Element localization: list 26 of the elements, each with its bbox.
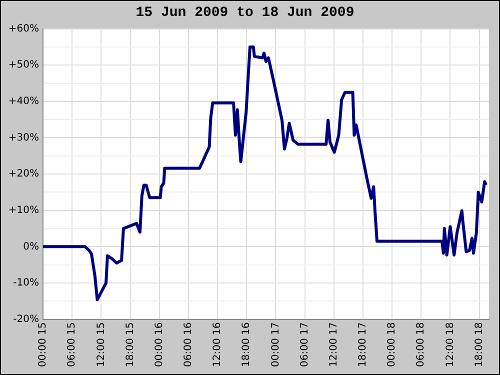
x-tick-label: 06:00 17 <box>299 322 310 368</box>
x-tick-label: 00:00 18 <box>386 322 398 368</box>
x-tick-label: 12:00 15 <box>96 322 107 368</box>
y-tick-label: +30% <box>8 132 39 144</box>
x-tick-label: 12:00 18 <box>444 322 456 368</box>
y-tick-label: +20% <box>8 168 39 180</box>
x-tick-label: 12:00 16 <box>212 322 224 368</box>
y-tick-label: +60% <box>8 23 39 34</box>
x-tick-label: 00:00 17 <box>270 322 282 368</box>
y-tick-label: +50% <box>8 60 39 71</box>
y-tick-label: 0% <box>23 241 39 252</box>
y-tick-label: -10% <box>13 278 39 289</box>
x-tick-label: 00:00 15 <box>38 322 49 368</box>
chart-title: 15 Jun 2009 to 18 Jun 2009 <box>136 4 354 21</box>
x-tick-label: 06:00 16 <box>183 322 194 368</box>
x-tick-label: 18:00 16 <box>241 322 252 368</box>
x-tick-label: 12:00 17 <box>328 322 340 368</box>
x-tick-label: 06:00 15 <box>66 322 78 368</box>
x-tick-label: 00:00 16 <box>154 322 165 368</box>
x-tick-label: 18:00 17 <box>358 322 369 368</box>
y-tick-label: -20% <box>13 314 39 325</box>
x-tick-label: 18:00 18 <box>474 322 485 368</box>
x-tick-label: 18:00 15 <box>124 322 136 368</box>
y-tick-label: +10% <box>8 204 39 216</box>
x-tick-label: 06:00 18 <box>416 322 427 368</box>
y-tick-label: +40% <box>8 96 39 108</box>
